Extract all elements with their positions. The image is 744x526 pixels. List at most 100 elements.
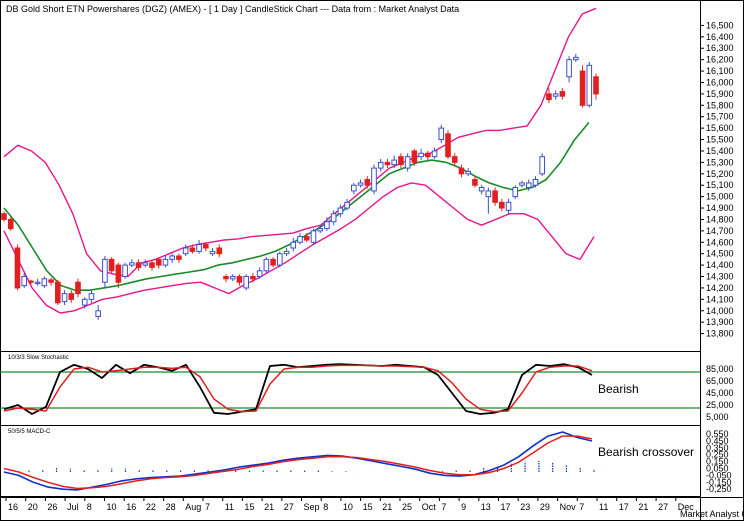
price-tick-label: 14,600 (706, 237, 734, 247)
x-tick-label: 9 (461, 502, 466, 512)
candle (48, 277, 54, 286)
candle (310, 228, 317, 245)
candle (539, 153, 545, 177)
candle (351, 182, 357, 195)
candle (344, 198, 350, 211)
candle (411, 148, 418, 166)
candle (445, 130, 451, 159)
x-tick-label: Nov (560, 502, 577, 512)
candle (68, 290, 75, 303)
candle (122, 262, 128, 279)
candle (546, 88, 552, 104)
x-tick-label: 21 (264, 502, 274, 512)
candle (512, 185, 519, 199)
stochastic-tick-label: 25,000 (706, 400, 734, 410)
candle-body (337, 207, 344, 215)
candle (593, 73, 599, 100)
candle-body (573, 56, 579, 61)
x-tick-label: Jul (67, 502, 79, 512)
candle-body (478, 186, 485, 192)
candle-body (21, 276, 27, 287)
price-tick-label: 15,900 (706, 89, 734, 99)
candle-body (539, 156, 545, 175)
macd-annotation: Bearish crossover (598, 445, 694, 459)
candle (28, 279, 34, 285)
price-tick-label: 16,000 (706, 77, 734, 87)
x-tick-label: 11 (599, 502, 608, 512)
price-tick-label: 13,900 (706, 317, 734, 327)
candle-body (371, 167, 377, 192)
candle (216, 244, 223, 258)
lower-band-line (3, 182, 595, 314)
candle (418, 148, 424, 161)
x-tick-label: 27 (658, 502, 668, 512)
candle (478, 185, 485, 195)
stochastic-annotation: Bearish (598, 382, 639, 396)
candle-body (196, 244, 202, 252)
candle-body (532, 179, 539, 186)
x-tick-label: Oct (422, 502, 437, 512)
macd-tick-label: 0,350 (706, 443, 729, 453)
candle-body (398, 156, 404, 166)
candle-body (55, 281, 61, 304)
candle-body (559, 91, 566, 97)
stochastic-tick-label: 45,000 (706, 388, 734, 398)
price-tick-label: 13,800 (706, 329, 734, 339)
candle (499, 198, 505, 212)
price-tick-label: 15,600 (706, 123, 734, 133)
candle-body (324, 221, 330, 230)
candle-body (566, 59, 572, 78)
candle-body (492, 190, 498, 203)
candle (485, 187, 492, 214)
candle-body (391, 159, 397, 166)
candle (169, 253, 175, 263)
candle (525, 179, 532, 191)
price-tick-label: 16,500 (706, 20, 734, 30)
candle (573, 53, 579, 62)
candle (357, 179, 364, 188)
x-tick-label: 15 (244, 502, 254, 512)
price-tick-label: 15,800 (706, 100, 734, 110)
x-tick-label: 29 (540, 502, 550, 512)
candle-body (411, 150, 418, 163)
candle-body (344, 201, 350, 209)
candle-body (61, 293, 68, 303)
candle-body (438, 127, 445, 141)
x-tick-label: 10 (343, 502, 353, 512)
candle-body (182, 247, 189, 255)
candle (196, 239, 202, 254)
candle (223, 274, 229, 283)
candle-body (519, 182, 525, 186)
candle-body (451, 156, 458, 163)
candle (129, 259, 135, 268)
candle-body (95, 310, 101, 317)
candle (14, 244, 21, 291)
candle (149, 260, 155, 271)
candle (88, 290, 95, 303)
candle (297, 233, 303, 245)
price-tick-label: 15,700 (706, 112, 734, 122)
price-tick-label: 15,300 (706, 157, 734, 167)
candle-body (303, 236, 310, 241)
candle-body (425, 152, 431, 158)
price-tick-label: 14,700 (706, 226, 734, 236)
candle-body (546, 93, 552, 101)
candle (34, 278, 41, 286)
candle-body (445, 133, 451, 158)
candle (532, 176, 539, 188)
candle (337, 204, 344, 218)
candle-body (263, 258, 270, 272)
price-tick-label: 16,200 (706, 55, 734, 65)
candle (108, 257, 115, 274)
price-tick-label: 15,000 (706, 192, 734, 202)
candle-body (75, 281, 81, 295)
candle (472, 176, 478, 188)
candle-body (28, 280, 34, 283)
x-tick-label: 25 (402, 502, 412, 512)
price-tick-label: 16,300 (706, 43, 734, 53)
candle (384, 158, 391, 169)
x-tick-label: 23 (520, 502, 530, 512)
candle-body (250, 276, 256, 280)
